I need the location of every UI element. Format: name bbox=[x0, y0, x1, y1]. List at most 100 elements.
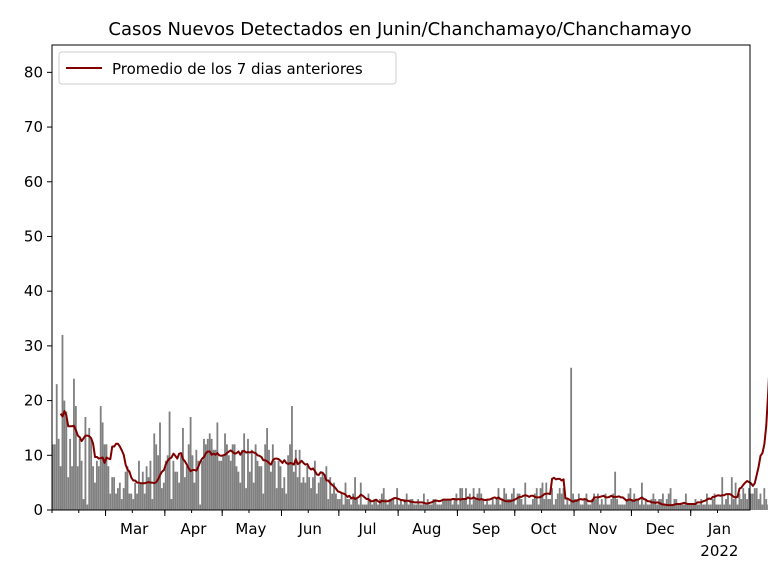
bar bbox=[78, 438, 81, 510]
bar bbox=[612, 493, 615, 510]
bar bbox=[704, 504, 706, 510]
bar bbox=[589, 504, 592, 510]
bar bbox=[342, 504, 345, 510]
bar bbox=[319, 477, 322, 510]
bar bbox=[711, 499, 714, 510]
bar bbox=[124, 471, 127, 510]
bar bbox=[270, 471, 272, 510]
bar bbox=[679, 504, 682, 510]
bar bbox=[656, 504, 659, 510]
bar bbox=[122, 488, 125, 510]
bar bbox=[633, 493, 636, 510]
bar bbox=[503, 488, 506, 510]
bar bbox=[258, 466, 261, 510]
bar bbox=[692, 504, 695, 510]
bar bbox=[451, 504, 454, 510]
bar bbox=[539, 488, 542, 510]
bar bbox=[759, 493, 762, 510]
bar bbox=[398, 504, 400, 510]
bar bbox=[323, 477, 326, 510]
bar bbox=[55, 384, 58, 510]
bar bbox=[595, 499, 597, 510]
bar bbox=[321, 471, 324, 510]
bar bbox=[168, 411, 171, 510]
bar bbox=[560, 493, 563, 510]
bar bbox=[570, 367, 573, 510]
bar bbox=[162, 482, 165, 510]
bar bbox=[400, 499, 402, 510]
bar bbox=[63, 400, 66, 510]
bar bbox=[73, 378, 75, 510]
bar bbox=[185, 466, 188, 510]
bar bbox=[688, 504, 691, 510]
bar bbox=[690, 504, 693, 510]
bar bbox=[409, 499, 412, 510]
bar bbox=[568, 504, 571, 510]
bar bbox=[224, 433, 226, 510]
bar bbox=[52, 444, 54, 510]
bar bbox=[239, 482, 242, 510]
bar bbox=[616, 499, 618, 510]
bar bbox=[438, 504, 441, 510]
bar bbox=[82, 499, 85, 510]
bar bbox=[159, 422, 161, 510]
bar bbox=[610, 499, 613, 510]
bar bbox=[671, 504, 674, 510]
bar bbox=[635, 499, 638, 510]
bar bbox=[755, 488, 758, 510]
bar bbox=[470, 504, 473, 510]
bar bbox=[176, 471, 179, 510]
bar bbox=[725, 499, 727, 510]
bar bbox=[405, 493, 408, 510]
bar bbox=[356, 499, 358, 510]
bar bbox=[53, 444, 56, 510]
bar bbox=[375, 499, 377, 510]
bar bbox=[583, 499, 586, 510]
bar bbox=[254, 444, 257, 510]
bar bbox=[74, 406, 77, 510]
bar bbox=[384, 499, 387, 510]
bar bbox=[187, 444, 190, 510]
x-tick-label: Jan bbox=[707, 520, 731, 538]
bar bbox=[681, 504, 683, 510]
bar bbox=[69, 438, 72, 510]
bar bbox=[669, 488, 672, 510]
bar bbox=[677, 504, 680, 510]
bar bbox=[235, 466, 238, 510]
bar bbox=[182, 427, 184, 510]
bar bbox=[126, 466, 129, 510]
bar bbox=[71, 466, 73, 510]
bar bbox=[411, 499, 414, 510]
bar bbox=[170, 499, 173, 510]
bar bbox=[174, 471, 177, 510]
bar bbox=[90, 438, 93, 510]
bar bbox=[658, 499, 661, 510]
bar bbox=[558, 488, 561, 510]
bar bbox=[350, 504, 353, 510]
bar bbox=[751, 493, 754, 510]
bar bbox=[619, 504, 622, 510]
bar bbox=[698, 504, 701, 510]
bar bbox=[593, 493, 596, 510]
bar bbox=[359, 482, 362, 510]
bar bbox=[453, 499, 456, 510]
bar bbox=[639, 504, 641, 510]
bar bbox=[388, 499, 391, 510]
bar bbox=[268, 449, 270, 510]
bar bbox=[65, 411, 68, 510]
y-axis: 0 10 20 30 40 50 60 70 80 bbox=[24, 63, 52, 519]
bar bbox=[277, 460, 280, 510]
bar bbox=[149, 460, 152, 510]
bar bbox=[67, 477, 70, 510]
y-tick-label: 60 bbox=[24, 173, 43, 191]
bar bbox=[581, 504, 584, 510]
x-tick-label: Jun bbox=[297, 520, 321, 538]
bar bbox=[256, 460, 259, 510]
x-tick-label: Sep bbox=[472, 520, 500, 538]
bar bbox=[474, 499, 477, 510]
bar bbox=[229, 460, 232, 510]
bar bbox=[706, 493, 708, 510]
bar bbox=[531, 499, 534, 510]
bar bbox=[449, 499, 452, 510]
bar bbox=[243, 433, 246, 510]
